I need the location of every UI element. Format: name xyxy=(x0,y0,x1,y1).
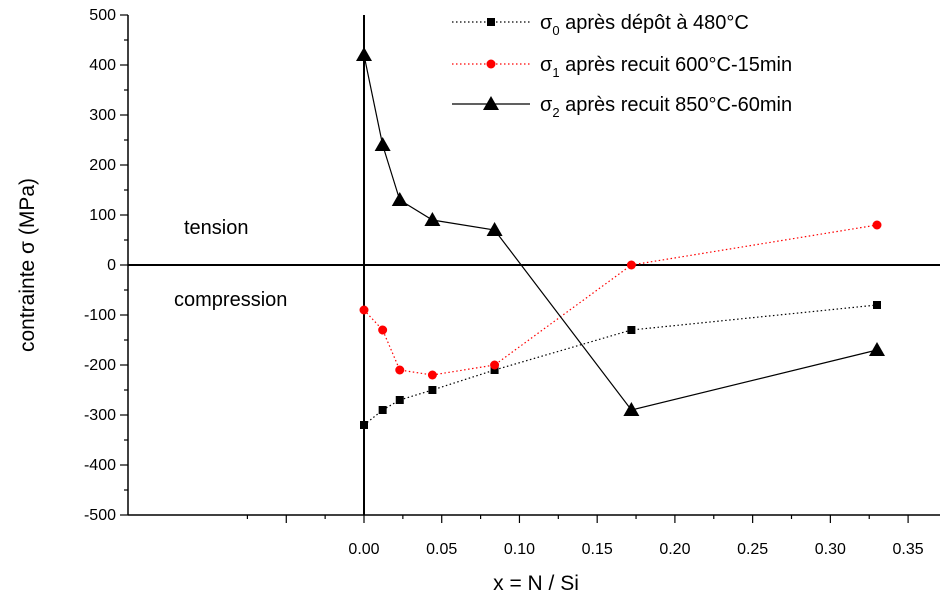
ticks xyxy=(120,14,909,523)
annotation-compression: compression xyxy=(174,289,287,311)
data-point-triangle xyxy=(623,402,640,416)
y-axis-title: contrainte σ (MPa) xyxy=(16,178,39,352)
data-point-square xyxy=(873,301,881,309)
legend-label: σ1 après recuit 600°C-15min xyxy=(540,54,792,80)
y-tick-label: 200 xyxy=(89,157,116,174)
data-point-triangle xyxy=(869,342,885,356)
data-point-triangle xyxy=(356,47,372,61)
data-point-triangle xyxy=(424,212,441,226)
series-0 xyxy=(360,301,881,429)
data-point-square xyxy=(395,396,404,404)
data-point-circle xyxy=(872,220,882,230)
series-line xyxy=(363,224,878,376)
legend-label: σ0 après dépôt à 480°C xyxy=(540,12,749,38)
legend-marker xyxy=(486,59,496,69)
axes xyxy=(127,15,940,516)
x-tick-label: 0.30 xyxy=(815,541,846,558)
x-tick-label: 0.10 xyxy=(504,541,535,558)
data-point-circle xyxy=(359,305,369,315)
data-point-square xyxy=(428,386,437,394)
data-point-circle xyxy=(490,360,500,370)
data-point-triangle xyxy=(391,192,408,206)
data-point-circle xyxy=(395,365,405,375)
x-tick-label: 0.20 xyxy=(659,541,690,558)
y-tick-label: -300 xyxy=(84,407,116,424)
data-point-square xyxy=(627,326,636,334)
data-point-square xyxy=(360,421,368,429)
data-point-circle xyxy=(626,260,636,270)
legend-label: σ2 après recuit 850°C-60min xyxy=(540,94,792,120)
y-tick-label: -200 xyxy=(84,357,116,374)
y-tick-label: 300 xyxy=(89,107,116,124)
data-point-square xyxy=(378,406,387,414)
legend-entry: σ0 après dépôt à 480°C xyxy=(452,12,749,38)
x-tick-label: 0.00 xyxy=(348,541,379,558)
y-tick-label: 500 xyxy=(89,7,116,24)
y-tick-label: 100 xyxy=(89,207,116,224)
y-tick-label: -400 xyxy=(84,457,116,474)
data-point-triangle xyxy=(374,137,391,151)
tick-labels: 500 400 300 200 100 0 -100 -200 -300 -400 -500 0.00… xyxy=(84,7,924,558)
series-2 xyxy=(356,47,885,416)
data-point-triangle xyxy=(486,222,503,236)
x-axis-title: x = N / Si xyxy=(493,572,579,595)
x-tick-label: 0.35 xyxy=(893,541,924,558)
data-point-circle xyxy=(427,370,437,380)
legend-marker xyxy=(483,96,499,110)
y-tick-label: -500 xyxy=(84,507,116,524)
legend-marker xyxy=(487,18,495,26)
annotation-tension: tension xyxy=(184,217,249,239)
series-line xyxy=(363,304,878,426)
y-tick-label: 0 xyxy=(107,257,116,274)
legend: σ0 après dépôt à 480°C σ1 après recuit 60… xyxy=(452,12,792,120)
series-1 xyxy=(359,220,882,380)
legend-entry: σ2 après recuit 850°C-60min xyxy=(452,94,792,120)
data-point-square xyxy=(490,366,499,374)
x-tick-label: 0.05 xyxy=(426,541,457,558)
legend-entry: σ1 après recuit 600°C-15min xyxy=(452,54,792,80)
y-tick-label: -100 xyxy=(84,307,116,324)
y-tick-label: 400 xyxy=(89,57,116,74)
data-point-circle xyxy=(378,325,388,335)
x-tick-label: 0.25 xyxy=(737,541,768,558)
plot-area xyxy=(356,47,885,429)
x-tick-label: 0.15 xyxy=(582,541,613,558)
